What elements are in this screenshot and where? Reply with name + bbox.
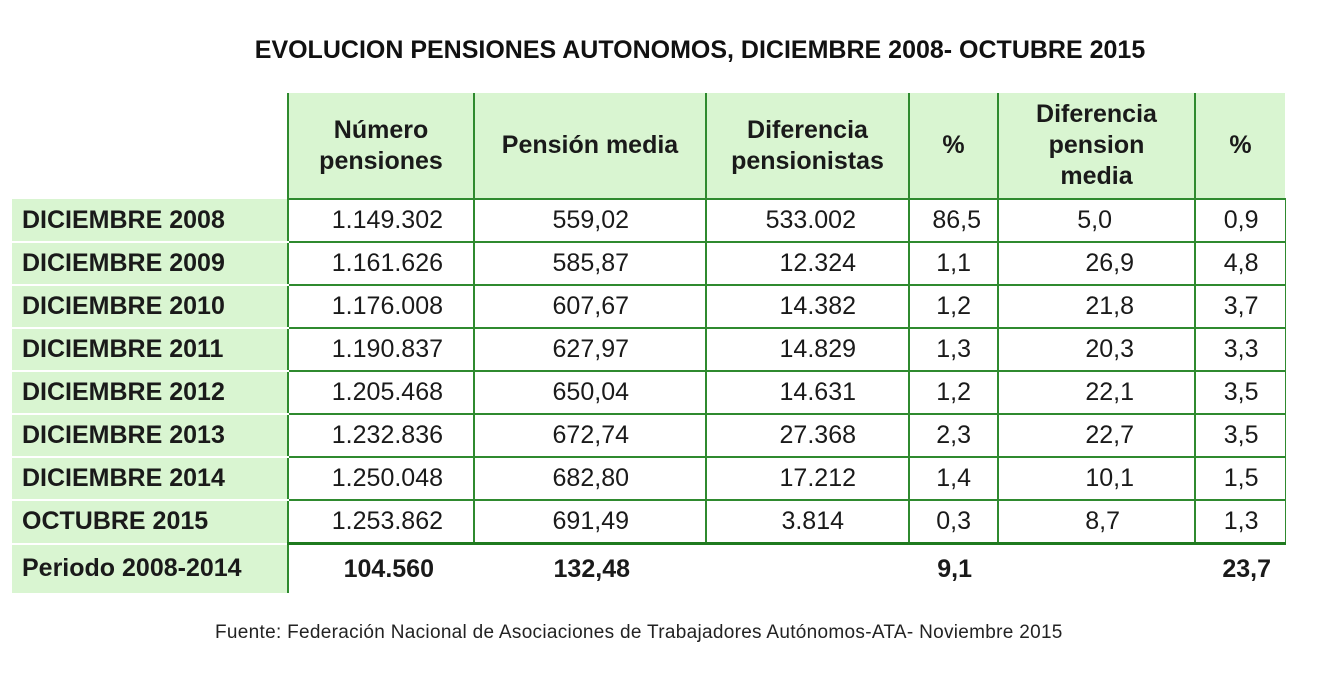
cell-numero-pensiones: 1.250.048 xyxy=(288,457,475,501)
cell-percent-1: 0,3 xyxy=(909,500,999,545)
cell-percent-2: 1,5 xyxy=(1195,457,1286,501)
header-line: pension xyxy=(1048,131,1145,159)
total-label: Periodo 2008-2014 xyxy=(12,543,289,593)
table-title: EVOLUCION PENSIONES AUTONOMOS, DICIEMBRE… xyxy=(254,36,1146,64)
cell-numero-pensiones: 1.190.837 xyxy=(288,328,475,372)
table-row: DICIEMBRE 2014 1.250.048 682,80 17.212 1… xyxy=(12,457,1286,501)
cell-diferencia-pensionistas: 533.002 xyxy=(706,199,910,243)
header-diferencia-pensionistas: Diferencia pensionistas xyxy=(705,93,910,200)
cell-numero-pensiones: 1.161.626 xyxy=(288,242,475,286)
cell-numero-pensiones: 1.176.008 xyxy=(288,285,475,329)
cell-pension-media: 672,74 xyxy=(474,414,707,458)
row-label: DICIEMBRE 2010 xyxy=(12,285,289,329)
table-row: DICIEMBRE 2008 1.149.302 559,02 533.002 … xyxy=(12,199,1286,243)
header-row: Número pensiones Pensión media Diferenci… xyxy=(12,93,1285,200)
header-line: Diferencia xyxy=(1036,100,1157,128)
cell-diferencia-pension-media: 26,9 xyxy=(998,242,1196,286)
table-row: DICIEMBRE 2011 1.190.837 627,97 14.829 1… xyxy=(12,328,1286,372)
header-numero-pensiones: Número pensiones xyxy=(287,93,475,200)
cell-pension-media: 607,67 xyxy=(474,285,707,329)
cell-diferencia-pension-media: 5,0 xyxy=(998,199,1196,243)
cell-pension-media: 691,49 xyxy=(474,500,707,545)
header-line: Pensión media xyxy=(501,131,679,159)
total-row: Periodo 2008-2014 104.560 132,48 9,1 23,… xyxy=(12,543,1285,594)
cell-pension-media: 650,04 xyxy=(474,371,707,415)
table-row: DICIEMBRE 2010 1.176.008 607,67 14.382 1… xyxy=(12,285,1286,329)
cell-percent-1: 1,3 xyxy=(909,328,999,372)
cell-percent-1: 86,5 xyxy=(909,199,999,243)
cell-pension-media: 627,97 xyxy=(474,328,707,372)
cell-numero-pensiones: 1.253.862 xyxy=(288,500,475,545)
cell-percent-1: 2,3 xyxy=(909,414,999,458)
cell-percent-2: 0,9 xyxy=(1195,199,1286,243)
cell-diferencia-pensionistas: 12.324 xyxy=(706,242,910,286)
header-percent-2: % xyxy=(1194,93,1285,200)
total-diferencia-pensionistas xyxy=(706,544,909,594)
cell-percent-1: 1,2 xyxy=(909,371,999,415)
cell-diferencia-pensionistas: 17.212 xyxy=(706,457,910,501)
cell-pension-media: 585,87 xyxy=(474,242,707,286)
cell-pension-media: 559,02 xyxy=(474,199,707,243)
cell-diferencia-pension-media: 22,1 xyxy=(998,371,1196,415)
header-line: Diferencia xyxy=(747,115,868,144)
header-line: % xyxy=(942,131,965,159)
header-line: media xyxy=(1060,162,1133,190)
cell-numero-pensiones: 1.232.836 xyxy=(288,414,475,458)
header-percent-1: % xyxy=(908,93,999,200)
header-corner xyxy=(12,93,288,199)
cell-percent-1: 1,1 xyxy=(909,242,999,286)
header-line: pensiones xyxy=(319,146,443,175)
row-label: DICIEMBRE 2009 xyxy=(12,242,289,286)
total-diferencia-pension-media xyxy=(998,544,1195,594)
row-label: DICIEMBRE 2008 xyxy=(12,199,289,243)
cell-diferencia-pension-media: 22,7 xyxy=(998,414,1196,458)
cell-diferencia-pension-media: 21,8 xyxy=(998,285,1196,329)
cell-percent-2: 4,8 xyxy=(1195,242,1286,286)
pensions-table: Número pensiones Pensión media Diferenci… xyxy=(12,93,1286,593)
cell-diferencia-pensionistas: 3.814 xyxy=(706,500,910,545)
header-pension-media: Pensión media xyxy=(473,93,707,200)
cell-percent-2: 3,5 xyxy=(1195,414,1286,458)
row-label: DICIEMBRE 2011 xyxy=(12,328,289,372)
cell-diferencia-pensionistas: 14.631 xyxy=(706,371,910,415)
source-note: Fuente: Federación Nacional de Asociacio… xyxy=(215,622,1063,643)
cell-percent-1: 1,4 xyxy=(909,457,999,501)
header-line: % xyxy=(1229,131,1252,159)
cell-pension-media: 682,80 xyxy=(474,457,707,501)
row-label: DICIEMBRE 2012 xyxy=(12,371,289,415)
row-label: OCTUBRE 2015 xyxy=(12,500,289,545)
table-row: DICIEMBRE 2013 1.232.836 672,74 27.368 2… xyxy=(12,414,1286,458)
cell-diferencia-pensionistas: 27.368 xyxy=(706,414,910,458)
header-diferencia-pension-media: Diferencia pension media xyxy=(997,93,1196,200)
total-percent-2: 23,7 xyxy=(1222,554,1271,583)
cell-diferencia-pension-media: 20,3 xyxy=(998,328,1196,372)
cell-diferencia-pensionistas: 14.829 xyxy=(706,328,910,372)
table-row: OCTUBRE 2015 1.253.862 691,49 3.814 0,3 … xyxy=(12,500,1286,545)
total-percent-1: 9,1 xyxy=(937,554,972,583)
cell-numero-pensiones: 1.205.468 xyxy=(288,371,475,415)
table-row: DICIEMBRE 2012 1.205.468 650,04 14.631 1… xyxy=(12,371,1286,415)
cell-diferencia-pensionistas: 14.382 xyxy=(706,285,910,329)
cell-percent-1: 1,2 xyxy=(909,285,999,329)
cell-percent-2: 1,3 xyxy=(1195,500,1286,545)
cell-percent-2: 3,7 xyxy=(1195,285,1286,329)
header-line: pensionistas xyxy=(731,146,884,175)
total-pension-media: 132,48 xyxy=(553,554,630,583)
cell-diferencia-pension-media: 10,1 xyxy=(998,457,1196,501)
total-numero-pensiones: 104.560 xyxy=(343,554,434,583)
cell-percent-2: 3,5 xyxy=(1195,371,1286,415)
header-line: Número xyxy=(333,115,429,144)
row-label: DICIEMBRE 2014 xyxy=(12,457,289,501)
cell-numero-pensiones: 1.149.302 xyxy=(288,199,475,243)
cell-percent-2: 3,3 xyxy=(1195,328,1286,372)
table-row: DICIEMBRE 2009 1.161.626 585,87 12.324 1… xyxy=(12,242,1286,286)
cell-diferencia-pension-media: 8,7 xyxy=(998,500,1196,545)
row-label: DICIEMBRE 2013 xyxy=(12,414,289,458)
